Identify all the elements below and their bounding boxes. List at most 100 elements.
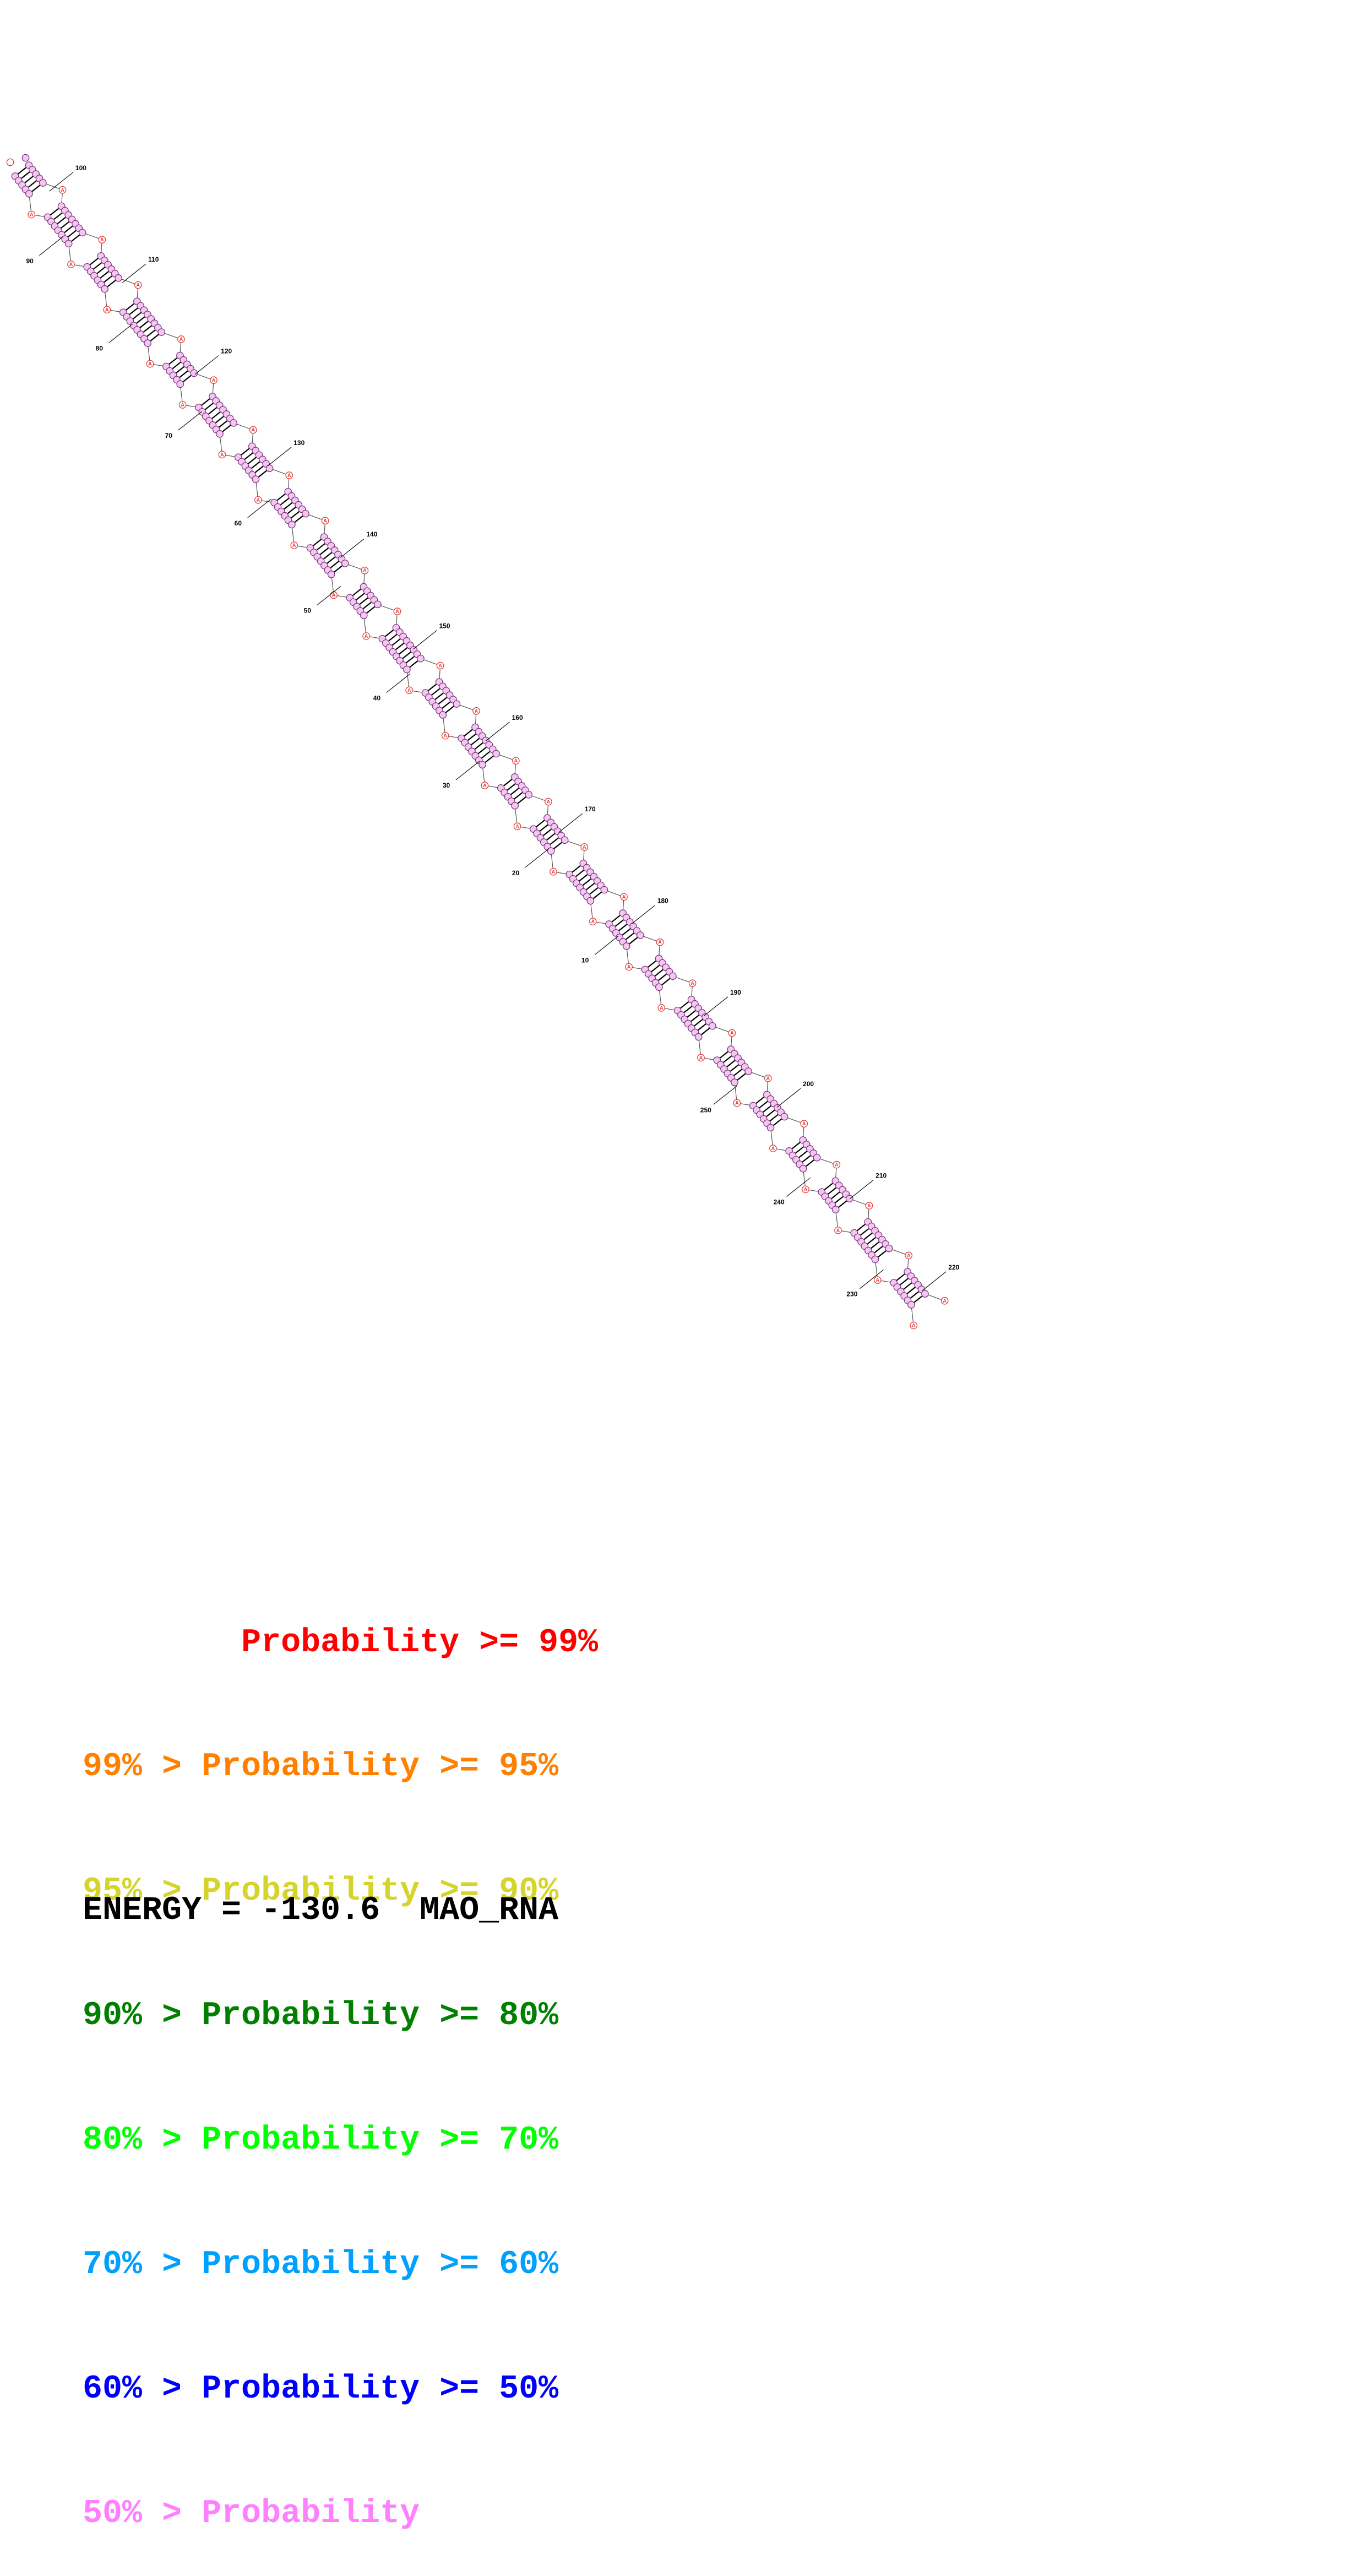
position-tick: [178, 411, 203, 431]
nucleotide-letter: A: [515, 823, 519, 829]
nucleotide-letter: A: [943, 1298, 947, 1304]
nucleotide-base: [28, 210, 36, 219]
legend-text: Probability >= 90%: [202, 1873, 559, 1911]
position-tick: [194, 355, 219, 375]
position-label: 250: [700, 1106, 711, 1114]
nucleotide-base: [492, 750, 500, 758]
nucleotide-letter: A: [61, 187, 64, 193]
nucleotide-base: [625, 963, 633, 971]
position-label: 150: [439, 622, 450, 630]
nucleotide-base: [417, 654, 425, 663]
nucleotide-base: [656, 938, 664, 946]
position-tick: [267, 447, 292, 467]
nucleotide-letter: A: [771, 1146, 775, 1151]
nucleotide-base: [25, 190, 33, 198]
nucleotide-base: [252, 475, 260, 483]
nucleotide-base: [67, 261, 75, 268]
position-label: 180: [657, 897, 668, 905]
position-tick: [317, 586, 341, 606]
nucleotide-base: [478, 761, 486, 769]
nucleotide-letter: A: [591, 919, 595, 924]
position-label: 160: [512, 714, 523, 722]
nucleotide-letter: A: [627, 964, 631, 970]
nucleotide-letter: A: [181, 402, 184, 408]
nucleotide-base: [513, 822, 521, 831]
nucleotide-base: [134, 281, 142, 289]
nucleotide-base: [669, 972, 677, 980]
nucleotide-base: [439, 711, 447, 719]
nucleotide-base: [525, 790, 533, 799]
nucleotide-base: [441, 731, 449, 740]
nucleotide-base: [327, 571, 335, 578]
nucleotide-base: [64, 240, 73, 248]
nucleotide-letter: A: [690, 980, 694, 986]
nucleotide-base: [216, 430, 224, 438]
nucleotide-letter: A: [622, 894, 626, 899]
legend-prefix: 60% >: [83, 2370, 202, 2408]
nucleotide-base: [780, 1113, 788, 1121]
position-tick: [860, 1270, 884, 1289]
nucleotide-base: [802, 1185, 809, 1194]
nucleotide-base: [885, 1244, 893, 1252]
legend-prefix: [83, 1624, 162, 1662]
nucleotide-base: [769, 1145, 777, 1152]
nucleotide-base: [511, 801, 519, 810]
nucleotide-base: [210, 376, 217, 384]
nucleotide-letter: A: [395, 609, 399, 614]
position-tick: [455, 761, 480, 780]
legend-text: Probability >= 99%: [241, 1624, 599, 1662]
energy-footer: ENERGY = -130.6 MAO_RNA: [83, 1892, 558, 1929]
nucleotide-letter: A: [287, 473, 291, 478]
nucleotide-letter: A: [804, 1186, 808, 1192]
nucleotide-base: [688, 979, 697, 987]
nucleotide-letter: A: [137, 283, 140, 288]
nucleotide-base: [290, 541, 298, 550]
legend-text: Probability >= 60%: [202, 2246, 559, 2284]
position-tick: [39, 236, 63, 256]
position-tick: [525, 848, 550, 868]
nucleotide-base: [545, 798, 552, 806]
position-label: 50: [304, 607, 312, 615]
nucleotide-letter: A: [483, 783, 487, 788]
nucleotide-base: [697, 1054, 705, 1062]
sequence-name: MAO_RNA: [420, 1892, 559, 1929]
nucleotide-base: [218, 451, 226, 459]
legend-prefix: 95% >: [83, 1873, 202, 1911]
nucleotide-base: [472, 707, 480, 715]
nucleotide-base: [731, 1078, 738, 1086]
position-tick: [786, 1177, 811, 1197]
position-tick: [486, 722, 510, 741]
legend-text: Probability >= 50%: [202, 2370, 559, 2408]
nucleotide-base: [78, 229, 86, 237]
nucleotide-base: [620, 893, 628, 901]
position-label: 220: [948, 1263, 959, 1271]
nucleotide-letter: A: [257, 497, 260, 503]
position-tick: [776, 1088, 801, 1108]
nucleotide-letter: A: [30, 212, 34, 218]
nucleotide-base: [436, 661, 444, 670]
legend-row-2: 99% > Probability >= 95%: [83, 1747, 598, 1788]
nucleotide-base: [373, 600, 382, 609]
position-tick: [49, 172, 74, 192]
nucleotide-base: [341, 560, 349, 567]
nucleotide-letter: A: [475, 708, 478, 714]
position-label: 70: [165, 432, 173, 440]
nucleotide-base: [285, 471, 293, 479]
nucleotide-base: [764, 1075, 772, 1082]
legend-text: Probability: [202, 2494, 420, 2532]
nucleotide-base: [831, 1206, 840, 1214]
nucleotide-letter: A: [105, 307, 109, 312]
nucleotide-base: [481, 782, 489, 789]
position-label: 80: [96, 345, 104, 352]
nucleotide-base: [813, 1154, 821, 1162]
legend-row-3: 95% > Probability >= 90%: [83, 1871, 598, 1912]
nucleotide-base: [157, 328, 166, 336]
nucleotide-base: [512, 757, 520, 765]
position-tick: [849, 1180, 874, 1200]
nucleotide-base: [622, 942, 630, 950]
nucleotide-base: [799, 1164, 807, 1173]
nucleotide-base: [177, 335, 185, 343]
nucleotide-base: [249, 426, 257, 434]
nucleotide-letter: A: [100, 237, 104, 242]
nucleotide-letter: A: [69, 262, 73, 267]
